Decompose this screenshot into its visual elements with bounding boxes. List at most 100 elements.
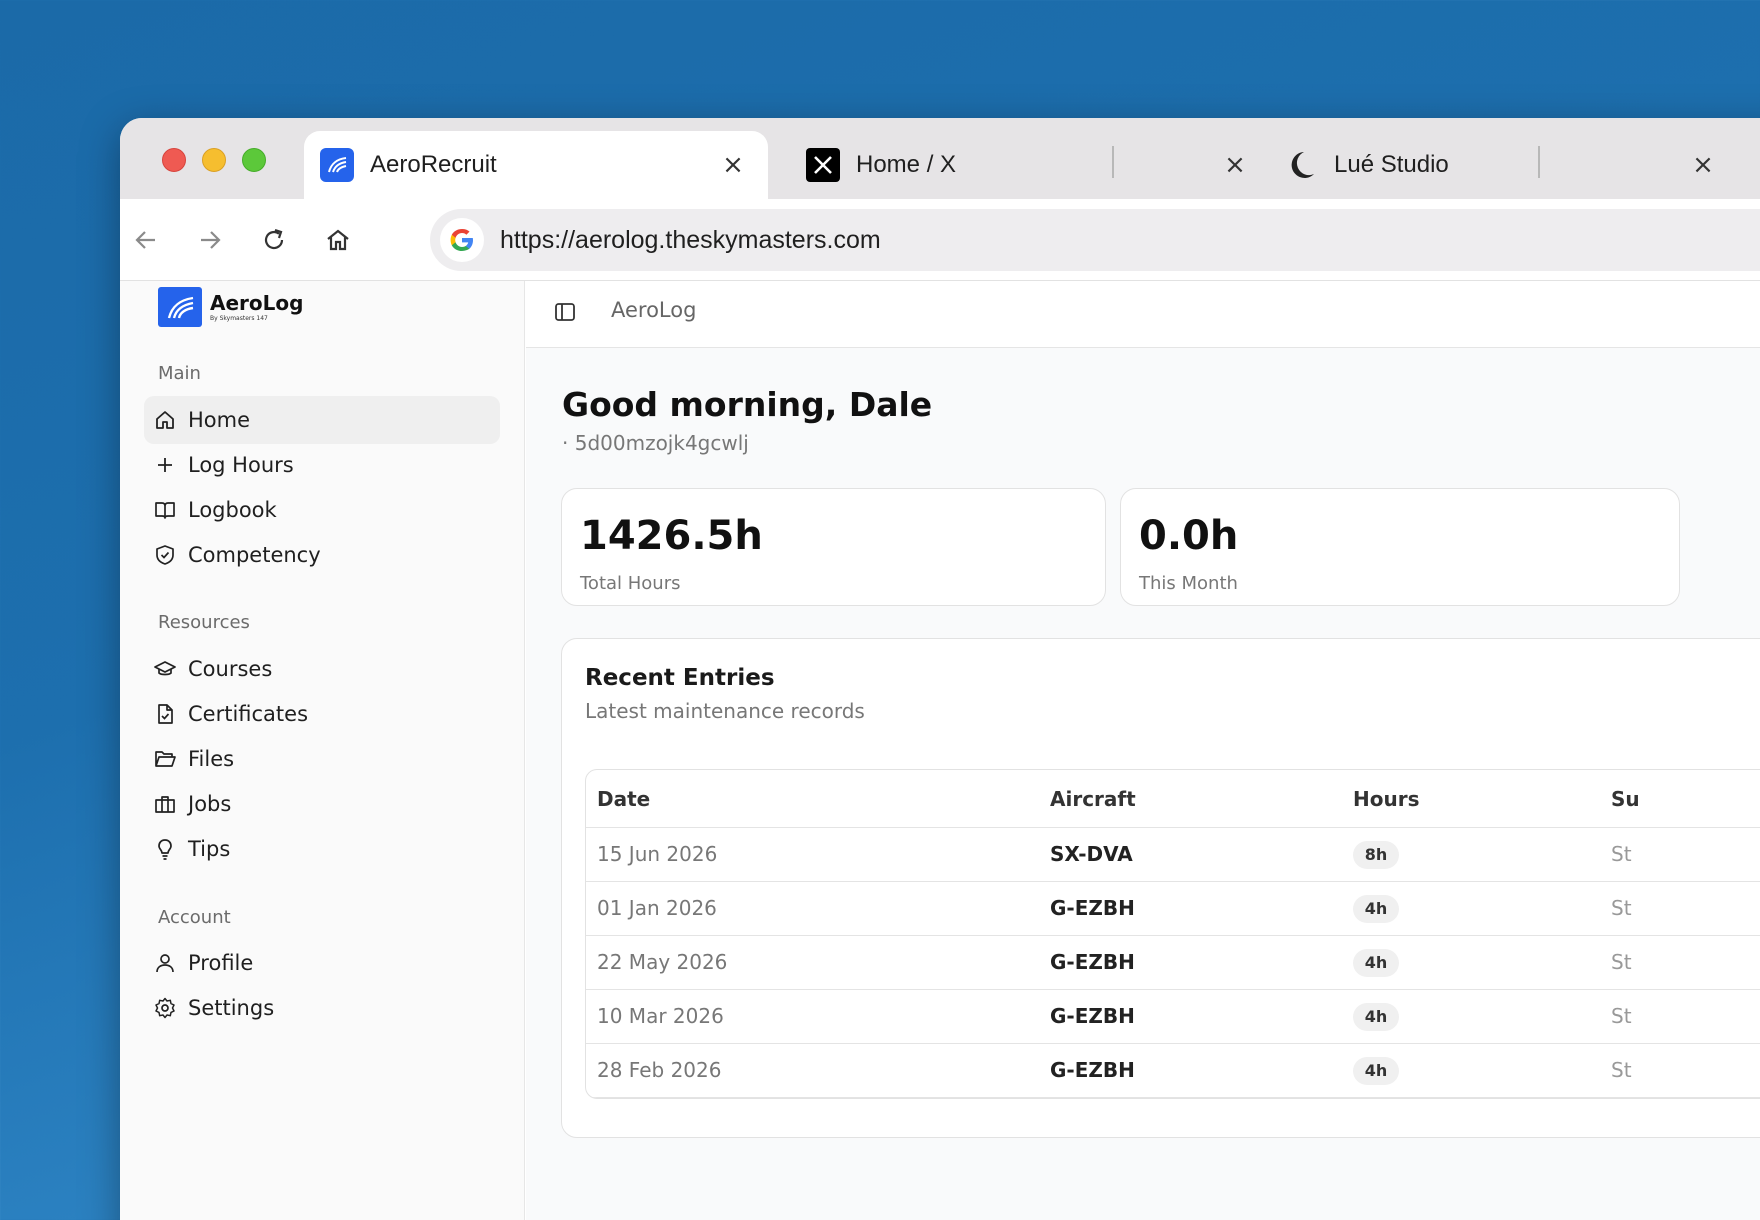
cell-aircraft: G-EZBH xyxy=(1050,1058,1135,1082)
sidebar-item-label: Settings xyxy=(188,996,275,1020)
tab-separator xyxy=(1112,146,1114,178)
sidebar-toggle-button[interactable] xyxy=(550,297,580,327)
arrow-right-icon xyxy=(201,231,221,249)
sidebar-item-tips[interactable]: Tips xyxy=(144,825,500,873)
tab-close-icon[interactable]: × xyxy=(1692,150,1714,180)
hours-badge: 4h xyxy=(1353,1057,1399,1085)
address-bar[interactable]: https://aerolog.theskymasters.com xyxy=(430,209,1760,271)
column-header-hours[interactable]: Hours xyxy=(1353,787,1420,811)
tab-close-icon[interactable]: × xyxy=(722,150,744,180)
tab-lue-studio[interactable]: Lué Studio × xyxy=(1268,131,1738,199)
cell-aircraft: G-EZBH xyxy=(1050,950,1135,974)
cell-date: 01 Jan 2026 xyxy=(597,896,717,920)
x-logo-icon xyxy=(806,148,840,182)
cell-status: St xyxy=(1611,950,1632,974)
close-window-button[interactable] xyxy=(162,148,186,172)
tab-title: Home / X xyxy=(856,151,957,178)
tab-bar: AeroRecruit × Home / X × Lué Studio × xyxy=(120,118,1760,199)
breadcrumb[interactable]: AeroLog xyxy=(611,298,697,322)
cell-date: 10 Mar 2026 xyxy=(597,1004,724,1028)
cell-status: St xyxy=(1611,1058,1632,1082)
column-header-date[interactable]: Date xyxy=(597,787,651,811)
cell-date: 15 Jun 2026 xyxy=(597,842,718,866)
table-row[interactable]: 10 Mar 2026 G-EZBH 4h St xyxy=(586,990,1760,1044)
logo-name: AeroLog xyxy=(210,291,304,315)
book-open-icon xyxy=(154,499,176,521)
tab-aerorecruit[interactable]: AeroRecruit × xyxy=(304,131,768,199)
sidebar-item-files[interactable]: Files xyxy=(144,735,500,783)
sidebar-item-settings[interactable]: Settings xyxy=(144,984,500,1032)
sidebar-item-label: Files xyxy=(188,747,235,771)
stat-card-this-month: 0.0h This Month xyxy=(1120,488,1680,606)
lightbulb-icon xyxy=(154,838,176,860)
sidebar-item-jobs[interactable]: Jobs xyxy=(144,780,500,828)
sidebar-toggle-icon xyxy=(555,303,575,321)
sidebar-item-label: Profile xyxy=(188,951,254,975)
home-icon xyxy=(327,229,349,251)
page-title: Good morning, Dale xyxy=(562,385,933,424)
cell-date: 22 May 2026 xyxy=(597,950,728,974)
moon-icon xyxy=(1284,148,1318,182)
sidebar-item-competency[interactable]: Competency xyxy=(144,531,500,579)
sidebar-item-label: Home xyxy=(188,408,251,432)
group-label-resources: Resources xyxy=(158,612,250,633)
sidebar-item-label: Jobs xyxy=(188,792,232,816)
home-button[interactable] xyxy=(320,222,356,258)
tab-title: Lué Studio xyxy=(1334,151,1449,178)
user-icon xyxy=(154,952,176,974)
table-row[interactable]: 15 Jun 2026 SX-DVA 8h St xyxy=(586,828,1760,882)
sidebar-item-certificates[interactable]: Certificates xyxy=(144,690,500,738)
hours-badge: 4h xyxy=(1353,949,1399,977)
cell-date: 28 Feb 2026 xyxy=(597,1058,722,1082)
entries-table: Date Aircraft Hours Su 15 Jun 2026 SX-DV… xyxy=(585,769,1760,1099)
sidebar-item-label: Tips xyxy=(188,837,231,861)
tab-close-icon[interactable]: × xyxy=(1224,150,1246,180)
user-id: · 5d00mzojk4gcwlj xyxy=(562,431,749,455)
browser-toolbar: https://aerolog.theskymasters.com xyxy=(120,199,1760,281)
table-row[interactable]: 28 Feb 2026 G-EZBH 4h St xyxy=(586,1044,1760,1098)
reload-button[interactable] xyxy=(256,222,292,258)
sidebar-item-label: Log Hours xyxy=(188,453,294,477)
aerolog-logo-icon xyxy=(158,287,202,327)
stat-label: This Month xyxy=(1139,573,1238,594)
cell-aircraft: G-EZBH xyxy=(1050,896,1135,920)
sidebar-item-label: Logbook xyxy=(188,498,277,522)
aerorecruit-logo-icon xyxy=(320,148,354,182)
forward-button[interactable] xyxy=(192,222,228,258)
app-logo[interactable]: AeroLog By Skymasters 147 xyxy=(158,287,303,327)
cell-aircraft: SX-DVA xyxy=(1050,842,1133,866)
back-button[interactable] xyxy=(128,222,164,258)
sidebar-item-label: Courses xyxy=(188,657,273,681)
sidebar-item-profile[interactable]: Profile xyxy=(144,939,500,987)
home-icon xyxy=(154,409,176,431)
top-bar: AeroLog xyxy=(526,281,1760,348)
group-label-account: Account xyxy=(158,907,231,928)
stat-value: 0.0h xyxy=(1139,513,1239,559)
browser-window: AeroRecruit × Home / X × Lué Studio × xyxy=(120,118,1760,1220)
card-title: Recent Entries xyxy=(585,665,775,691)
sidebar-item-courses[interactable]: Courses xyxy=(144,645,500,693)
maximize-window-button[interactable] xyxy=(242,148,266,172)
stat-card-total-hours: 1426.5h Total Hours xyxy=(561,488,1106,606)
graduation-cap-icon xyxy=(154,658,176,680)
sidebar-item-label: Competency xyxy=(188,543,321,567)
column-header-status[interactable]: Su xyxy=(1611,787,1640,811)
briefcase-icon xyxy=(154,793,176,815)
minimize-window-button[interactable] xyxy=(202,148,226,172)
table-row[interactable]: 01 Jan 2026 G-EZBH 4h St xyxy=(586,882,1760,936)
url-text: https://aerolog.theskymasters.com xyxy=(500,225,881,254)
logo-subtitle: By Skymasters 147 xyxy=(210,315,268,322)
table-header: Date Aircraft Hours Su xyxy=(586,770,1760,828)
sidebar-item-log-hours[interactable]: Log Hours xyxy=(144,441,500,489)
sidebar-item-logbook[interactable]: Logbook xyxy=(144,486,500,534)
file-check-icon xyxy=(154,703,176,725)
sidebar-item-home[interactable]: Home xyxy=(144,396,500,444)
tab-title: AeroRecruit xyxy=(370,151,497,178)
hours-badge: 4h xyxy=(1353,1003,1399,1031)
gear-icon xyxy=(154,997,176,1019)
column-header-aircraft[interactable]: Aircraft xyxy=(1050,787,1136,811)
tab-x-home[interactable]: Home / X × xyxy=(790,131,1270,199)
google-icon xyxy=(440,218,484,262)
hours-badge: 8h xyxy=(1353,841,1399,869)
table-row[interactable]: 22 May 2026 G-EZBH 4h St xyxy=(586,936,1760,990)
